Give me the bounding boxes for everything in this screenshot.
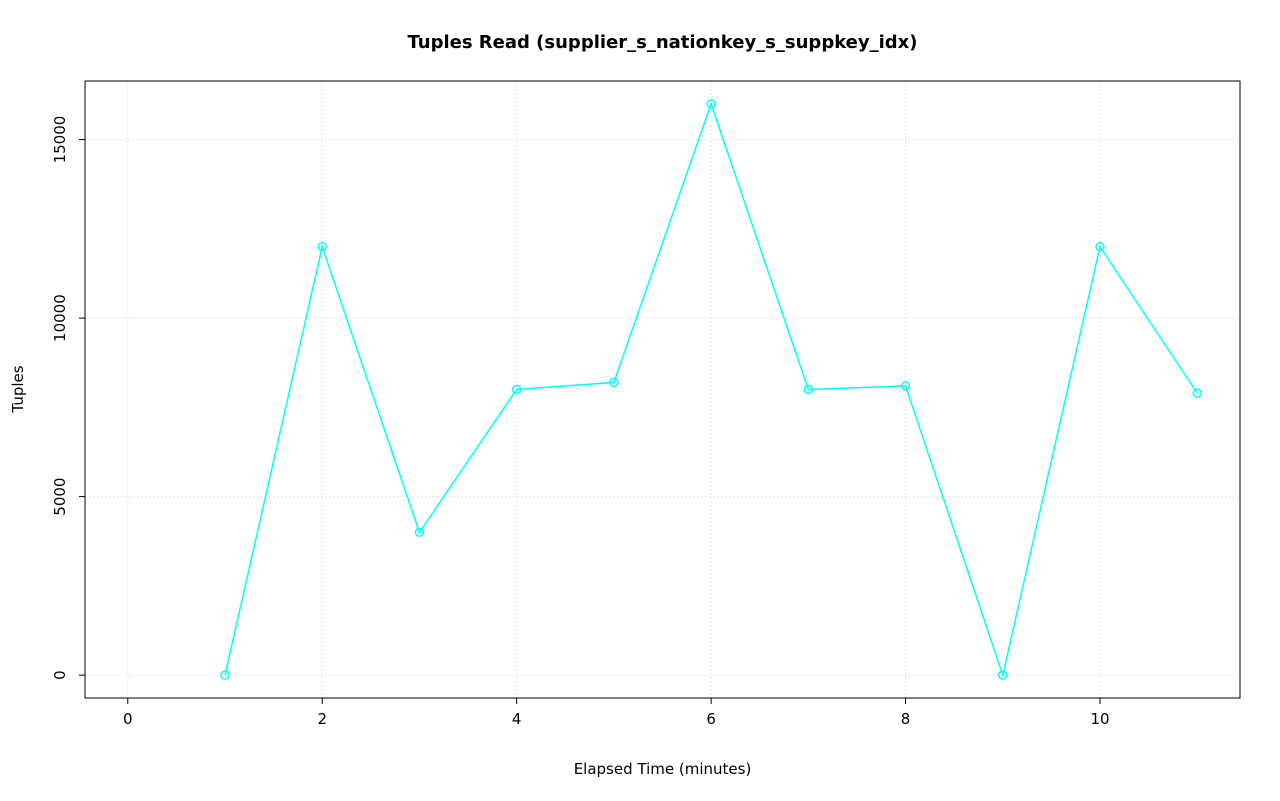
data-point [414,527,425,538]
data-point [1095,241,1105,252]
data-point [706,99,716,109]
y-tick-label: 15000 [51,116,69,164]
chart-title: Tuples Read (supplier_s_nationkey_s_supp… [407,32,918,53]
x-tick-label: 2 [317,710,327,728]
data-point [317,241,327,252]
y-tick-label: 0 [51,670,69,680]
y-axis-label: Tuples [9,365,27,413]
x-tick-label: 0 [123,710,133,728]
data-point [998,670,1008,680]
x-tick-label: 4 [512,710,522,728]
x-tick-label: 6 [706,710,716,728]
x-tick-label: 8 [901,710,911,728]
data-point [220,670,230,680]
data-point [609,377,619,388]
y-tick-label: 10000 [51,294,69,342]
data-point [1192,388,1202,398]
x-tick-label: 10 [1090,710,1109,728]
plot-box [84,80,1241,699]
y-tick-label: 5000 [51,478,69,516]
data-point [803,384,814,395]
x-axis-label: Elapsed Time (minutes) [573,760,752,778]
data-point [900,381,911,391]
data-point [511,384,522,395]
data-line [224,101,1198,678]
